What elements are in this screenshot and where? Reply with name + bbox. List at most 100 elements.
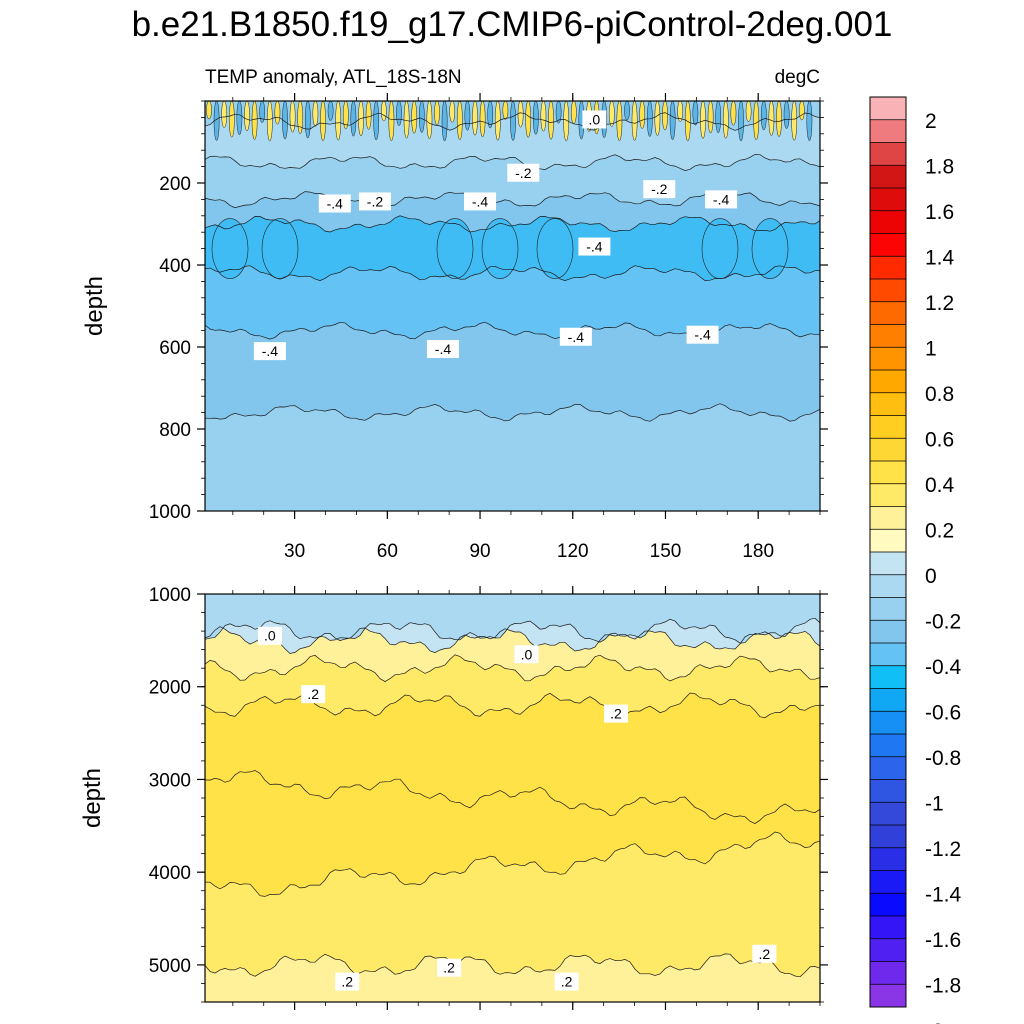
surface-striation-18 bbox=[342, 101, 349, 130]
lower-contour-label-2: .2 bbox=[301, 685, 326, 704]
colorbar-swatch-7 bbox=[870, 256, 906, 280]
colorbar-swatch-12 bbox=[870, 370, 906, 394]
surface-striation-27 bbox=[411, 101, 418, 134]
subtitle-right: degC bbox=[775, 67, 820, 88]
surface-striation-25 bbox=[396, 101, 402, 126]
lower-contour-line-5 bbox=[205, 831, 820, 897]
surface-striation-35 bbox=[472, 101, 478, 136]
upper-contour-label-7: -.4 bbox=[705, 190, 738, 209]
upper-contour-label-3: -.2 bbox=[507, 163, 540, 182]
lower-contour-label-text-4: .2 bbox=[759, 946, 771, 962]
colorbar-swatch-37 bbox=[870, 938, 906, 962]
surface-striation-34 bbox=[464, 101, 471, 131]
surface-striation-4 bbox=[236, 101, 243, 136]
lower-contour-labels: .0 .0 .2 .2 .2 .2 .2 .2 bbox=[257, 626, 777, 991]
upper-contour-label-text-8: -.4 bbox=[262, 343, 279, 359]
surface-striation-33 bbox=[456, 101, 463, 141]
colorbar-swatch-2 bbox=[870, 142, 906, 166]
colorbar-label-9: 0.2 bbox=[925, 519, 954, 542]
colorbar-label-19: -1.8 bbox=[925, 974, 961, 997]
surface-striation-62 bbox=[677, 101, 684, 122]
colorbar-label-13: -0.6 bbox=[925, 701, 961, 724]
surface-striation-26 bbox=[403, 101, 410, 139]
surface-striation-45 bbox=[548, 101, 554, 140]
surface-striation-30 bbox=[434, 101, 440, 125]
surface-striation-37 bbox=[487, 101, 494, 129]
upper-ytick-label-4: 1000 bbox=[149, 502, 191, 523]
surface-striation-64 bbox=[692, 101, 699, 126]
colorbar-label-5: 1 bbox=[925, 337, 937, 360]
lower-band-0 bbox=[205, 594, 820, 644]
upper-xtick-label-5: 180 bbox=[742, 541, 774, 562]
surface-striation-78 bbox=[798, 101, 805, 121]
colorbar-swatch-20 bbox=[870, 552, 906, 576]
colorbar-label-12: -0.4 bbox=[925, 656, 962, 679]
surface-striation-77 bbox=[791, 101, 798, 141]
surface-striation-2 bbox=[221, 101, 228, 128]
colorbar-label-2: 1.6 bbox=[925, 201, 954, 224]
colorbar-label-20: -2 bbox=[925, 1020, 944, 1024]
colorbar-swatch-13 bbox=[870, 392, 906, 416]
colorbar-swatch-35 bbox=[870, 893, 906, 917]
upper-axis-ticks: 200 400 600 800 1000 30 60 90 120 150 180 bbox=[149, 93, 828, 562]
deep-cell-0 bbox=[211, 218, 249, 279]
lower-contour-label-text-3: .2 bbox=[610, 706, 622, 722]
surface-striation-17 bbox=[335, 101, 342, 141]
upper-xtick-label-4: 150 bbox=[650, 541, 682, 562]
colorbar-swatch-34 bbox=[870, 870, 906, 894]
lower-contour-line-4 bbox=[205, 770, 820, 825]
surface-striation-7 bbox=[259, 101, 266, 123]
surface-striation-75 bbox=[776, 101, 782, 137]
surface-striation-66 bbox=[707, 101, 714, 134]
upper-ytick-label-2: 600 bbox=[159, 338, 191, 359]
lower-ytick-label-4: 5000 bbox=[149, 956, 191, 977]
colorbar-swatch-22 bbox=[870, 597, 906, 621]
lower-contour-line-2 bbox=[205, 654, 820, 683]
surface-striation-0 bbox=[206, 101, 212, 120]
colorbar-swatch-29 bbox=[870, 756, 906, 780]
colorbar-swatch-17 bbox=[870, 483, 906, 507]
colorbar-label-3: 1.4 bbox=[925, 246, 955, 269]
upper-y-axis-title: depth bbox=[81, 276, 108, 336]
upper-contour-label-text-3: -.2 bbox=[515, 165, 532, 181]
colorbar-swatch-6 bbox=[870, 233, 906, 257]
surface-striation-21 bbox=[365, 101, 372, 130]
lower-contour-label-3: .2 bbox=[604, 704, 629, 723]
upper-contour-label-text-9: -.4 bbox=[435, 341, 452, 357]
surface-striation-71 bbox=[745, 101, 752, 122]
surface-striation-74 bbox=[768, 101, 775, 136]
surface-striation-28 bbox=[418, 101, 425, 133]
surface-striation-76 bbox=[783, 101, 790, 129]
upper-contour-label-text-0: -.4 bbox=[327, 196, 344, 212]
colorbar-swatch-15 bbox=[870, 438, 906, 462]
upper-contour-label-text-7: -.4 bbox=[713, 191, 730, 207]
upper-xtick-label-3: 120 bbox=[557, 541, 589, 562]
colorbar-label-6: 0.8 bbox=[925, 383, 954, 406]
upper-xtick-label-1: 60 bbox=[377, 541, 398, 562]
lower-contour-label-text-7: .2 bbox=[561, 974, 573, 990]
colorbar-swatch-9 bbox=[870, 301, 906, 325]
surface-striation-63 bbox=[684, 101, 691, 142]
lower-ytick-label-2: 3000 bbox=[149, 770, 191, 791]
surface-striation-73 bbox=[760, 101, 767, 131]
surface-striation-39 bbox=[502, 101, 509, 120]
surface-striation-40 bbox=[510, 101, 516, 141]
upper-contour-label-1: -.2 bbox=[358, 192, 391, 211]
figure-title: b.e21.B1850.f19_g17.CMIP6-piControl-2deg… bbox=[131, 5, 893, 44]
deep-cell-3 bbox=[481, 218, 519, 279]
colorbar-swatch-31 bbox=[870, 802, 906, 826]
surface-striation-59 bbox=[654, 101, 661, 136]
colorbar-swatch-10 bbox=[870, 324, 906, 348]
colorbar-swatch-18 bbox=[870, 506, 906, 530]
deep-cell-4 bbox=[536, 218, 574, 279]
lower-ytick-label-0: 1000 bbox=[149, 585, 191, 606]
surface-striation-29 bbox=[426, 101, 433, 140]
surface-striation-70 bbox=[738, 101, 744, 142]
surface-striation-23 bbox=[380, 101, 387, 122]
colorbar-swatch-39 bbox=[870, 984, 906, 1008]
surface-striation-61 bbox=[669, 101, 676, 141]
colorbar-frame bbox=[869, 96, 907, 1008]
deep-cell-5 bbox=[701, 218, 739, 279]
upper-contour-label-11: -.4 bbox=[686, 325, 719, 344]
